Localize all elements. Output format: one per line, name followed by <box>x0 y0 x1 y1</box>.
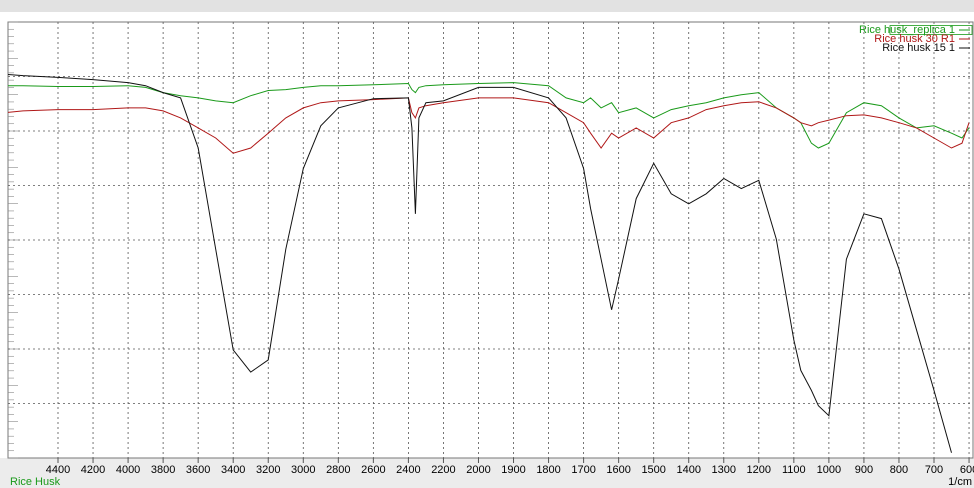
x-axis-label: 1/cm <box>948 476 972 488</box>
x-tick-label: 1100 <box>782 464 806 476</box>
x-tick-label: 1800 <box>536 464 560 476</box>
x-tick-label: 1000 <box>817 464 841 476</box>
x-tick-label: 3000 <box>291 464 315 476</box>
x-tick-label: 700 <box>925 464 943 476</box>
x-tick-label: 600 <box>960 464 974 476</box>
spectrum-line <box>8 82 970 149</box>
x-tick-label: 2800 <box>326 464 350 476</box>
x-tick-label: 2200 <box>431 464 455 476</box>
spectrum-line <box>8 97 970 154</box>
legend-label: Rice husk_replica 1 <box>859 24 955 36</box>
top-bar <box>0 0 974 12</box>
sample-label: Rice Husk <box>10 476 61 488</box>
x-tick-label: 4400 <box>46 464 70 476</box>
x-tick-label: 2400 <box>396 464 420 476</box>
x-tick-label: 3200 <box>256 464 280 476</box>
x-tick-label: 3800 <box>151 464 175 476</box>
x-tick-label: 4200 <box>81 464 105 476</box>
x-tick-label: 2000 <box>466 464 490 476</box>
x-tick-label: 1700 <box>571 464 595 476</box>
x-tick-label: 1500 <box>641 464 665 476</box>
legend-highlight <box>889 25 973 35</box>
x-tick-label: 1200 <box>747 464 771 476</box>
x-tick-label: 3400 <box>221 464 245 476</box>
x-tick-label: 3600 <box>186 464 210 476</box>
x-tick-label: 2600 <box>361 464 385 476</box>
legend-label: Rice husk 15 1 <box>882 42 955 54</box>
x-tick-label: 800 <box>890 464 908 476</box>
legend-label: Rice husk 30 R1 <box>874 33 955 45</box>
x-tick-label: 1600 <box>606 464 630 476</box>
x-tick-label: 1400 <box>676 464 700 476</box>
x-tick-label: 4000 <box>116 464 140 476</box>
x-tick-label: 1900 <box>501 464 525 476</box>
x-tick-label: 900 <box>855 464 873 476</box>
x-tick-label: 1300 <box>712 464 736 476</box>
axis-strip <box>0 458 974 488</box>
spectrum-line <box>8 73 952 453</box>
